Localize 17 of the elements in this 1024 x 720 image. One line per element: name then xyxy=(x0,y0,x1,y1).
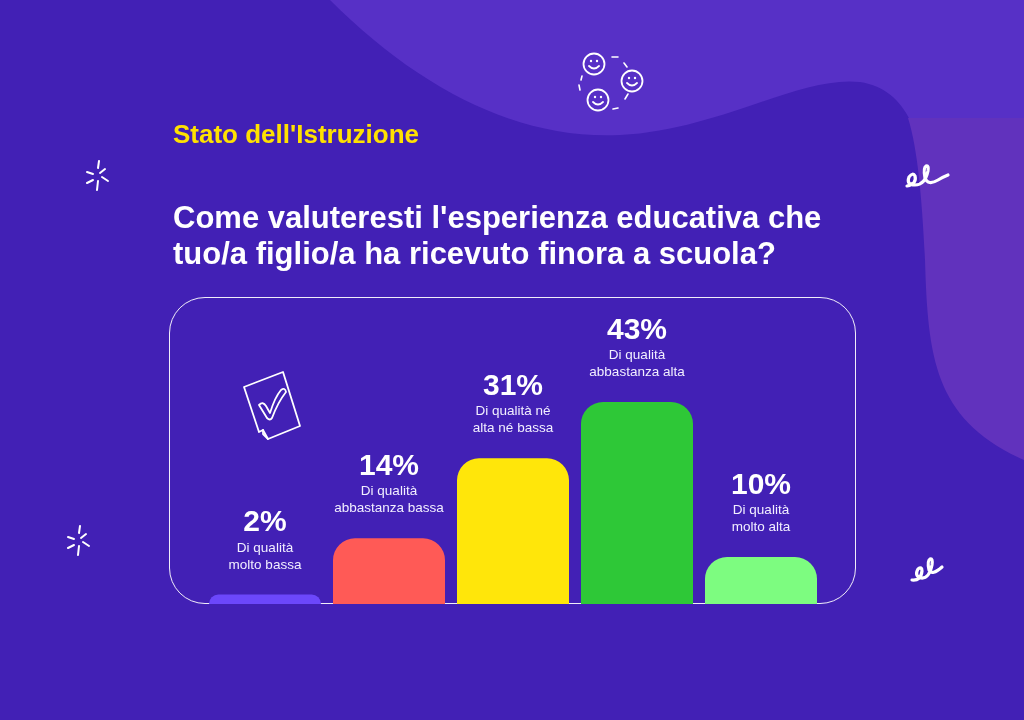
data-label: 2% xyxy=(243,504,287,538)
x-tick-label: Di qualità abbastanza alta xyxy=(589,347,686,379)
bar xyxy=(209,594,321,604)
bar xyxy=(457,458,569,604)
data-label: 14% xyxy=(358,447,420,481)
x-tick-label: Di qualità abbastanza bassa xyxy=(334,483,445,516)
data-label: 43% xyxy=(606,311,668,345)
chart-subtitle: Stato dell'Istruzione xyxy=(173,119,419,149)
data-label: 10% xyxy=(730,466,792,500)
chart-title: Come valuteresti l'esperienza educativa che tuo/a figlio/a ha ricevuto finora a scuola? xyxy=(173,199,830,271)
bar xyxy=(333,538,445,604)
bar xyxy=(705,557,817,604)
data-label: 31% xyxy=(482,367,544,401)
x-tick-label: Di qualità né alta né bassa xyxy=(472,403,554,436)
x-tick-label: Di qualità molto alta xyxy=(731,502,791,535)
x-tick-label: Di qualità molto bassa xyxy=(228,539,302,572)
bar xyxy=(581,402,693,604)
